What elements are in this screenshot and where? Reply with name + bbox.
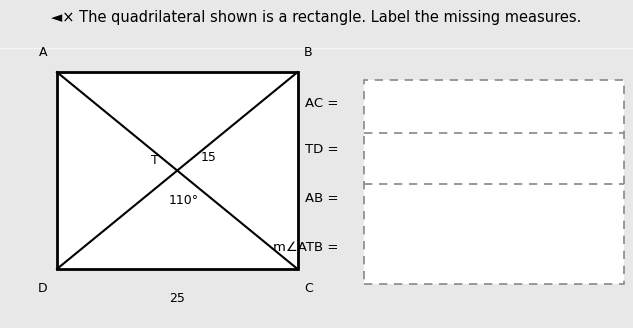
Text: AC =: AC = [305, 97, 339, 110]
Text: B: B [304, 46, 313, 59]
Text: ◄× The quadrilateral shown is a rectangle. Label the missing measures.: ◄× The quadrilateral shown is a rectangl… [51, 10, 582, 25]
Text: D: D [38, 282, 47, 295]
Text: TD =: TD = [305, 143, 339, 156]
Text: C: C [304, 282, 313, 295]
Text: A: A [39, 46, 47, 59]
Text: m∠ATB =: m∠ATB = [273, 241, 339, 254]
Text: AB =: AB = [305, 192, 339, 205]
Text: 110°: 110° [168, 194, 199, 207]
Text: 15: 15 [201, 151, 217, 164]
Text: T: T [151, 154, 159, 167]
Bar [57, 72, 298, 269]
Text: 25: 25 [169, 292, 185, 305]
Bar [364, 80, 624, 284]
